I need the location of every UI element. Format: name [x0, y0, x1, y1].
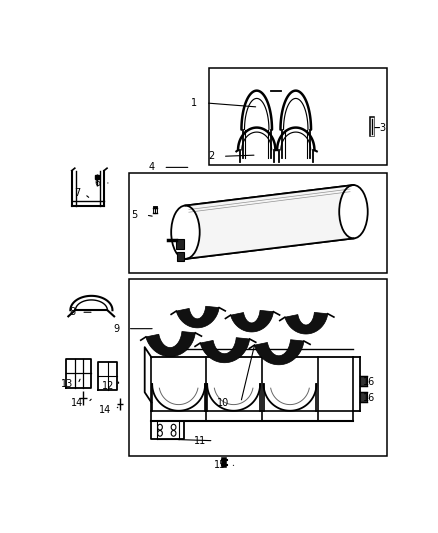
Text: 16: 16 [363, 393, 375, 403]
Polygon shape [146, 332, 195, 357]
Bar [360, 392, 367, 402]
Text: 15: 15 [214, 461, 226, 470]
Polygon shape [176, 306, 219, 328]
Text: 6: 6 [95, 178, 101, 188]
Text: 1: 1 [191, 98, 197, 108]
Ellipse shape [339, 185, 368, 238]
Ellipse shape [171, 206, 200, 259]
Bar [360, 376, 367, 386]
Text: 9: 9 [113, 324, 119, 334]
Polygon shape [285, 312, 328, 334]
Bar [130, 279, 387, 456]
Polygon shape [254, 340, 304, 365]
Text: 4: 4 [149, 163, 155, 172]
Text: 16: 16 [363, 377, 375, 387]
Bar [176, 239, 184, 249]
Text: 14: 14 [71, 398, 84, 408]
Text: 3: 3 [380, 123, 386, 133]
Text: 7: 7 [74, 188, 80, 198]
Text: 14: 14 [99, 405, 111, 415]
Text: 12: 12 [102, 381, 114, 391]
Text: 13: 13 [61, 379, 74, 389]
Bar [130, 173, 387, 273]
Text: 2: 2 [208, 151, 214, 161]
Polygon shape [200, 337, 250, 363]
Bar [209, 68, 387, 165]
Text: 11: 11 [194, 435, 206, 446]
Text: 10: 10 [217, 398, 230, 408]
Polygon shape [230, 310, 273, 332]
Bar [177, 252, 184, 261]
Text: 5: 5 [132, 210, 138, 220]
Polygon shape [185, 185, 353, 259]
Text: 8: 8 [69, 307, 75, 317]
